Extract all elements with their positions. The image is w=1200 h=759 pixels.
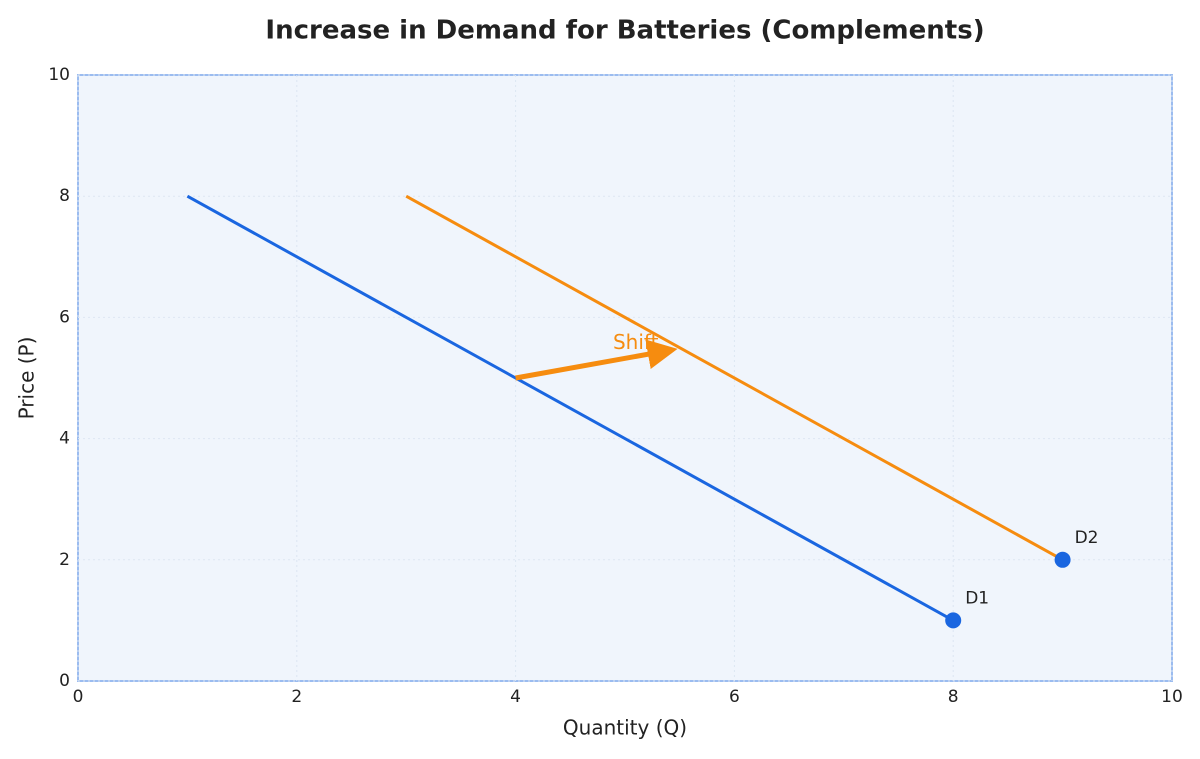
curve-label: D2	[1075, 528, 1099, 548]
end-point	[945, 612, 962, 629]
annotation-text: Shift	[613, 330, 659, 354]
x-tick-label: 0	[73, 687, 84, 707]
shift-arrow	[515, 339, 678, 381]
x-tick-label: 6	[729, 687, 740, 707]
x-tick-label: 2	[291, 687, 302, 707]
x-axis-label: Quantity (Q)	[563, 716, 687, 740]
curve-label: D1	[965, 588, 989, 608]
demand-line	[186, 194, 954, 622]
y-tick-label: 0	[59, 671, 70, 691]
demand-line	[405, 194, 1064, 562]
x-tick-label: 4	[510, 687, 521, 707]
y-axis-label: Price (P)	[15, 337, 39, 420]
end-point	[1054, 551, 1071, 568]
x-tick-label: 10	[1161, 687, 1183, 707]
y-tick-label: 8	[59, 186, 70, 206]
y-tick-label: 10	[48, 65, 70, 85]
x-tick-label: 8	[948, 687, 959, 707]
y-tick-label: 2	[59, 550, 70, 570]
plot-area	[77, 74, 1173, 682]
y-tick-label: 6	[59, 307, 70, 327]
y-tick-label: 4	[59, 429, 70, 449]
chart-title: Increase in Demand for Batteries (Comple…	[265, 16, 984, 46]
